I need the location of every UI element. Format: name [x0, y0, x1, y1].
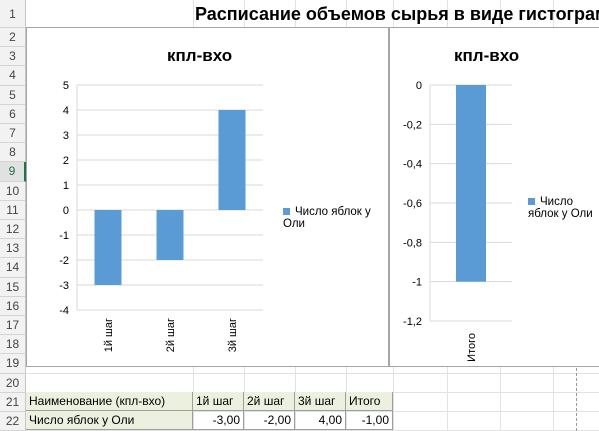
y-tick-label: -0,8: [403, 237, 422, 249]
y-tick-label: -2: [59, 255, 69, 267]
y-tick-label: -0,4: [403, 159, 422, 171]
legend-label: Число яблок у Оли: [528, 196, 593, 220]
row-header-4[interactable]: 4: [0, 66, 26, 86]
bar-1: [456, 85, 486, 282]
row-header-2[interactable]: 2: [0, 28, 26, 48]
row-header-11[interactable]: 11: [0, 200, 26, 220]
y-tick-label: 2: [63, 155, 69, 167]
y-tick-label: 4: [63, 105, 69, 117]
table-cell-step2[interactable]: -2,00: [244, 411, 295, 430]
legend-swatch: [528, 198, 535, 206]
table-cell-step3[interactable]: 4,00: [295, 411, 346, 430]
y-tick-label: -3: [59, 280, 69, 292]
y-tick-label: -1: [412, 277, 422, 289]
table-header-name[interactable]: Наименование (кпл-вхо): [26, 392, 193, 411]
legend-swatch: [283, 208, 290, 216]
table-cell-name[interactable]: Число яблок у Оли: [26, 411, 193, 430]
chart-total-title: кпл-вхо: [454, 46, 520, 65]
row-header-5[interactable]: 5: [0, 85, 26, 105]
row-header-21[interactable]: 21: [0, 392, 26, 412]
row-header-14[interactable]: 14: [0, 258, 26, 278]
row-header-1[interactable]: 1: [0, 0, 26, 28]
row-header-7[interactable]: 7: [0, 124, 26, 144]
x-tick-label: Итого: [466, 333, 478, 362]
chart-steps-plot: 5 4 3 2 1 0 -1 -2 -3 -4 1й шаг 2й шаг 3й шаг: [59, 80, 263, 352]
chart-steps[interactable]: кпл-вхо 5 4 3 2 1 0 -1 -2 -3 -4 1й шаг 2й шаг 3й шаг…: [26, 27, 389, 367]
table-cell-step1[interactable]: -3,00: [193, 411, 244, 430]
x-tick-label: 1й шаг: [103, 318, 115, 352]
chart-total[interactable]: кпл-вхо 0 -0,2 -0,4 -0,6 -0,8 -1 -1,2 Итого Чис…: [389, 27, 599, 367]
chart-total-legend: Число яблок у Оли: [528, 196, 598, 220]
row-header-22[interactable]: 22: [0, 412, 26, 431]
row-header-10[interactable]: 10: [0, 181, 26, 201]
table-header-step1[interactable]: 1й шаг: [193, 392, 244, 411]
row-header-20[interactable]: 20: [0, 373, 26, 393]
row-header-12[interactable]: 12: [0, 220, 26, 240]
row-header-13[interactable]: 13: [0, 239, 26, 259]
chart-total-plot: 0 -0,2 -0,4 -0,6 -0,8 -1 -1,2 Итого: [403, 80, 512, 362]
sheet-title[interactable]: Расписание объемов сырья в виде гистогра…: [195, 4, 599, 24]
table-cell-total[interactable]: -1,00: [346, 411, 393, 430]
row-header-17[interactable]: 17: [0, 316, 26, 336]
row-header-3[interactable]: 3: [0, 47, 26, 67]
bar-1: [94, 210, 122, 285]
x-tick-label: 2й шаг: [165, 318, 177, 352]
table-header-step3[interactable]: 3й шаг: [295, 392, 346, 411]
table-header-total[interactable]: Итого: [346, 392, 393, 411]
grid-line: [26, 411, 599, 412]
row-header-16[interactable]: 16: [0, 296, 26, 316]
grid-line: [26, 372, 599, 374]
row-header-15[interactable]: 15: [0, 277, 26, 297]
y-tick-label: 0: [63, 205, 69, 217]
y-tick-label: -1,2: [403, 316, 422, 328]
table-header-step2[interactable]: 2й шаг: [244, 392, 295, 411]
row-header-19[interactable]: 19: [0, 354, 26, 374]
legend-label: Число яблок у Оли: [283, 206, 371, 230]
y-tick-label: -0,2: [403, 119, 422, 131]
row-header-8[interactable]: 8: [0, 143, 26, 163]
row-header-9[interactable]: 9: [0, 162, 26, 182]
y-tick-label: 5: [63, 80, 69, 92]
y-tick-label: 0: [416, 80, 422, 92]
page-break-line: [576, 368, 578, 431]
chart-steps-legend: Число яблок у Оли: [283, 206, 383, 230]
x-tick-label: 3й шаг: [227, 318, 239, 352]
y-tick-label: -4: [59, 305, 69, 317]
bar-2: [156, 210, 184, 260]
row-header-6[interactable]: 6: [0, 104, 26, 124]
row-header-18[interactable]: 18: [0, 335, 26, 355]
y-tick-label: 3: [63, 130, 69, 142]
y-tick-label: 1: [63, 180, 69, 192]
bar-3: [218, 110, 246, 210]
y-tick-label: -1: [59, 230, 69, 242]
y-tick-label: -0,6: [403, 198, 422, 210]
chart-steps-title: кпл-вхо: [167, 46, 233, 65]
